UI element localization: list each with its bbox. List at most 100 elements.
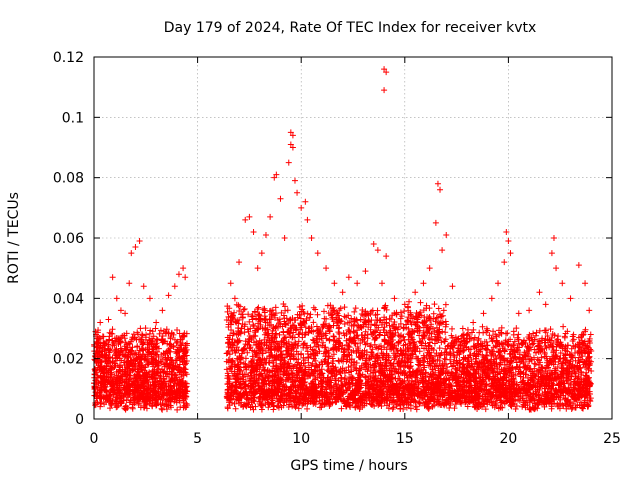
data-point	[250, 321, 257, 328]
data-point	[156, 330, 163, 337]
data-point	[165, 292, 172, 299]
data-point	[434, 180, 441, 187]
data-point	[129, 404, 136, 411]
data-point	[166, 341, 173, 348]
data-point	[374, 247, 381, 254]
data-point	[145, 351, 152, 358]
data-point	[287, 141, 294, 148]
data-point	[131, 334, 138, 341]
data-point	[136, 389, 143, 396]
data-point	[140, 283, 147, 290]
data-point	[132, 387, 139, 394]
data-point	[165, 382, 172, 389]
data-point	[118, 334, 125, 341]
data-point	[241, 329, 248, 336]
data-point	[331, 280, 338, 287]
data-point	[536, 289, 543, 296]
data-point	[553, 265, 560, 272]
data-point	[170, 359, 177, 366]
data-point	[91, 384, 98, 391]
data-point	[92, 383, 99, 390]
data-point	[302, 198, 309, 205]
grid	[94, 57, 612, 419]
data-point	[162, 360, 169, 367]
data-point	[147, 327, 154, 334]
data-point	[129, 360, 136, 367]
data-point	[154, 390, 161, 397]
data-point	[126, 340, 133, 347]
data-point	[118, 357, 125, 364]
data-point	[144, 340, 151, 347]
data-point	[432, 219, 439, 226]
data-point	[137, 347, 144, 354]
data-point	[155, 360, 162, 367]
data-point	[143, 405, 150, 412]
data-point	[135, 354, 142, 361]
data-point	[330, 333, 337, 340]
data-point	[171, 336, 178, 343]
data-point	[262, 231, 269, 238]
data-point	[116, 363, 123, 370]
data-point	[125, 377, 132, 384]
data-point	[443, 231, 450, 238]
data-point	[124, 344, 131, 351]
data-point	[137, 336, 144, 343]
data-point	[154, 370, 161, 377]
data-point	[417, 299, 424, 306]
data-point	[97, 399, 104, 406]
data-point	[112, 360, 119, 367]
data-point	[101, 354, 108, 361]
data-point	[108, 364, 115, 371]
data-point	[100, 339, 107, 346]
data-point	[149, 328, 156, 335]
data-point	[113, 295, 120, 302]
data-point	[137, 325, 144, 332]
data-point	[123, 403, 130, 410]
data-point	[158, 405, 165, 412]
data-point	[161, 390, 168, 397]
data-point	[340, 329, 347, 336]
data-point	[121, 347, 128, 354]
data-point	[289, 132, 296, 139]
data-point	[139, 351, 146, 358]
data-point	[526, 307, 533, 314]
data-point	[96, 334, 103, 341]
data-point	[175, 271, 182, 278]
data-point	[171, 283, 178, 290]
data-point	[152, 383, 159, 390]
data-point	[98, 378, 105, 385]
data-point	[161, 338, 168, 345]
data-point	[442, 329, 449, 336]
data-point	[236, 259, 243, 266]
data-point	[304, 405, 311, 412]
data-point	[330, 333, 337, 340]
data-point	[232, 405, 239, 412]
data-point	[118, 348, 125, 355]
data-point	[122, 310, 129, 317]
data-point	[128, 250, 135, 257]
data-point	[169, 376, 176, 383]
data-point	[379, 280, 386, 287]
data-point	[430, 310, 437, 317]
data-point	[431, 301, 438, 308]
data-point	[153, 402, 160, 409]
data-point	[139, 375, 146, 382]
data-point	[181, 352, 188, 359]
data-point	[96, 366, 103, 373]
data-point	[258, 406, 265, 413]
data-point	[153, 396, 160, 403]
data-point	[142, 370, 149, 377]
data-point	[104, 369, 111, 376]
data-point	[442, 301, 449, 308]
data-point	[167, 334, 174, 341]
data-point	[158, 351, 165, 358]
data-point	[258, 250, 265, 257]
data-point	[125, 391, 132, 398]
data-point	[242, 216, 249, 223]
data-point	[174, 406, 181, 413]
data-point	[559, 280, 566, 287]
data-point	[330, 351, 337, 358]
data-point	[139, 362, 146, 369]
data-point	[164, 363, 171, 370]
